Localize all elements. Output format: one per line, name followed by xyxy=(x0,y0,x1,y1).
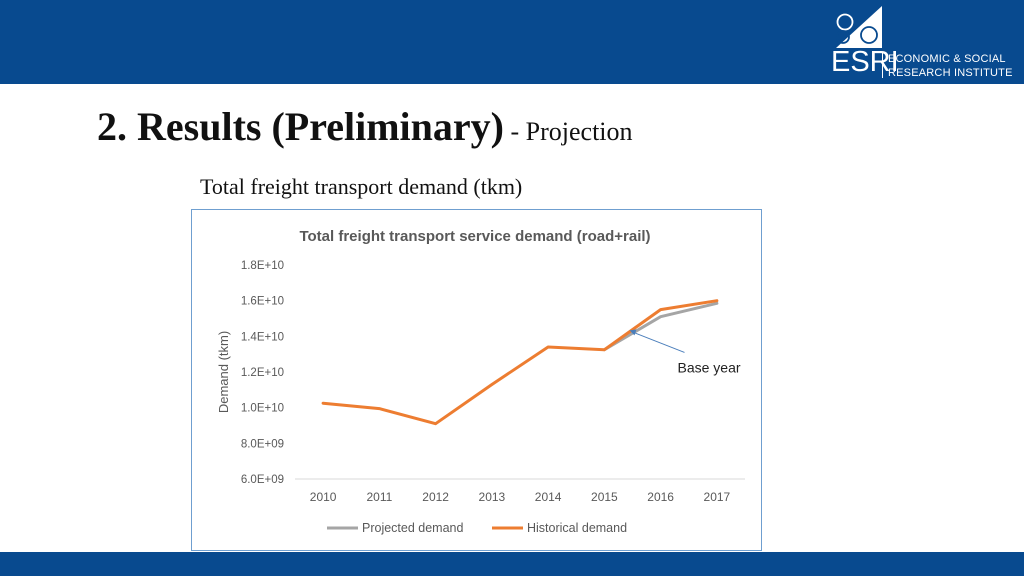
esri-logo: ESRI ECONOMIC & SOCIAL RESEARCH INSTITUT… xyxy=(822,0,1024,84)
chart-frame: Total freight transport service demand (… xyxy=(191,209,762,551)
x-tick-label: 2012 xyxy=(422,490,449,504)
annotation-arrowhead xyxy=(629,329,637,336)
logo-separator xyxy=(882,52,883,78)
x-tick-label: 2010 xyxy=(310,490,337,504)
y-tick-label: 6.0E+09 xyxy=(241,474,284,486)
y-tick-label: 8.0E+09 xyxy=(241,438,284,450)
chart-title: Total freight transport service demand (… xyxy=(299,228,650,245)
slide-subtitle: Total freight transport demand (tkm) xyxy=(200,174,523,199)
footer-band xyxy=(0,552,1024,576)
x-tick-label: 2015 xyxy=(591,490,618,504)
x-tick-label: 2011 xyxy=(366,490,392,504)
y-tick-label: 1.4E+10 xyxy=(241,331,284,343)
slide-title-main: 2. Results (Preliminary) xyxy=(97,104,504,149)
logo-abbr: ESRI xyxy=(831,46,899,78)
x-tick-label: 2014 xyxy=(535,490,562,504)
legend-label: Historical demand xyxy=(527,521,627,535)
x-tick-label: 2013 xyxy=(479,490,506,504)
y-tick-label: 1.8E+10 xyxy=(241,260,284,272)
y-tick-label: 1.0E+10 xyxy=(241,403,284,415)
series-line-historical-demand xyxy=(321,299,719,426)
slide-title: 2. Results (Preliminary) - Projection xyxy=(97,103,633,150)
x-tick-label: 2016 xyxy=(647,490,674,504)
legend-label: Projected demand xyxy=(362,521,464,535)
logo-line1: ECONOMIC & SOCIAL xyxy=(888,53,1006,65)
y-tick-label: 1.2E+10 xyxy=(241,367,284,379)
annotation-label: Base year xyxy=(678,359,741,375)
series-line-projected-demand xyxy=(602,301,719,352)
logo-line2: RESEARCH INSTITUTE xyxy=(888,67,1013,79)
logo-emblem-icon xyxy=(836,6,882,48)
y-tick-label: 1.6E+10 xyxy=(241,296,284,308)
annotation-arrow-line xyxy=(633,331,685,353)
y-axis-label: Demand (tkm) xyxy=(216,331,231,413)
slide-title-suffix: - Projection xyxy=(503,117,633,146)
x-tick-label: 2017 xyxy=(704,490,731,504)
line-chart: Total freight transport service demand (… xyxy=(216,228,745,535)
